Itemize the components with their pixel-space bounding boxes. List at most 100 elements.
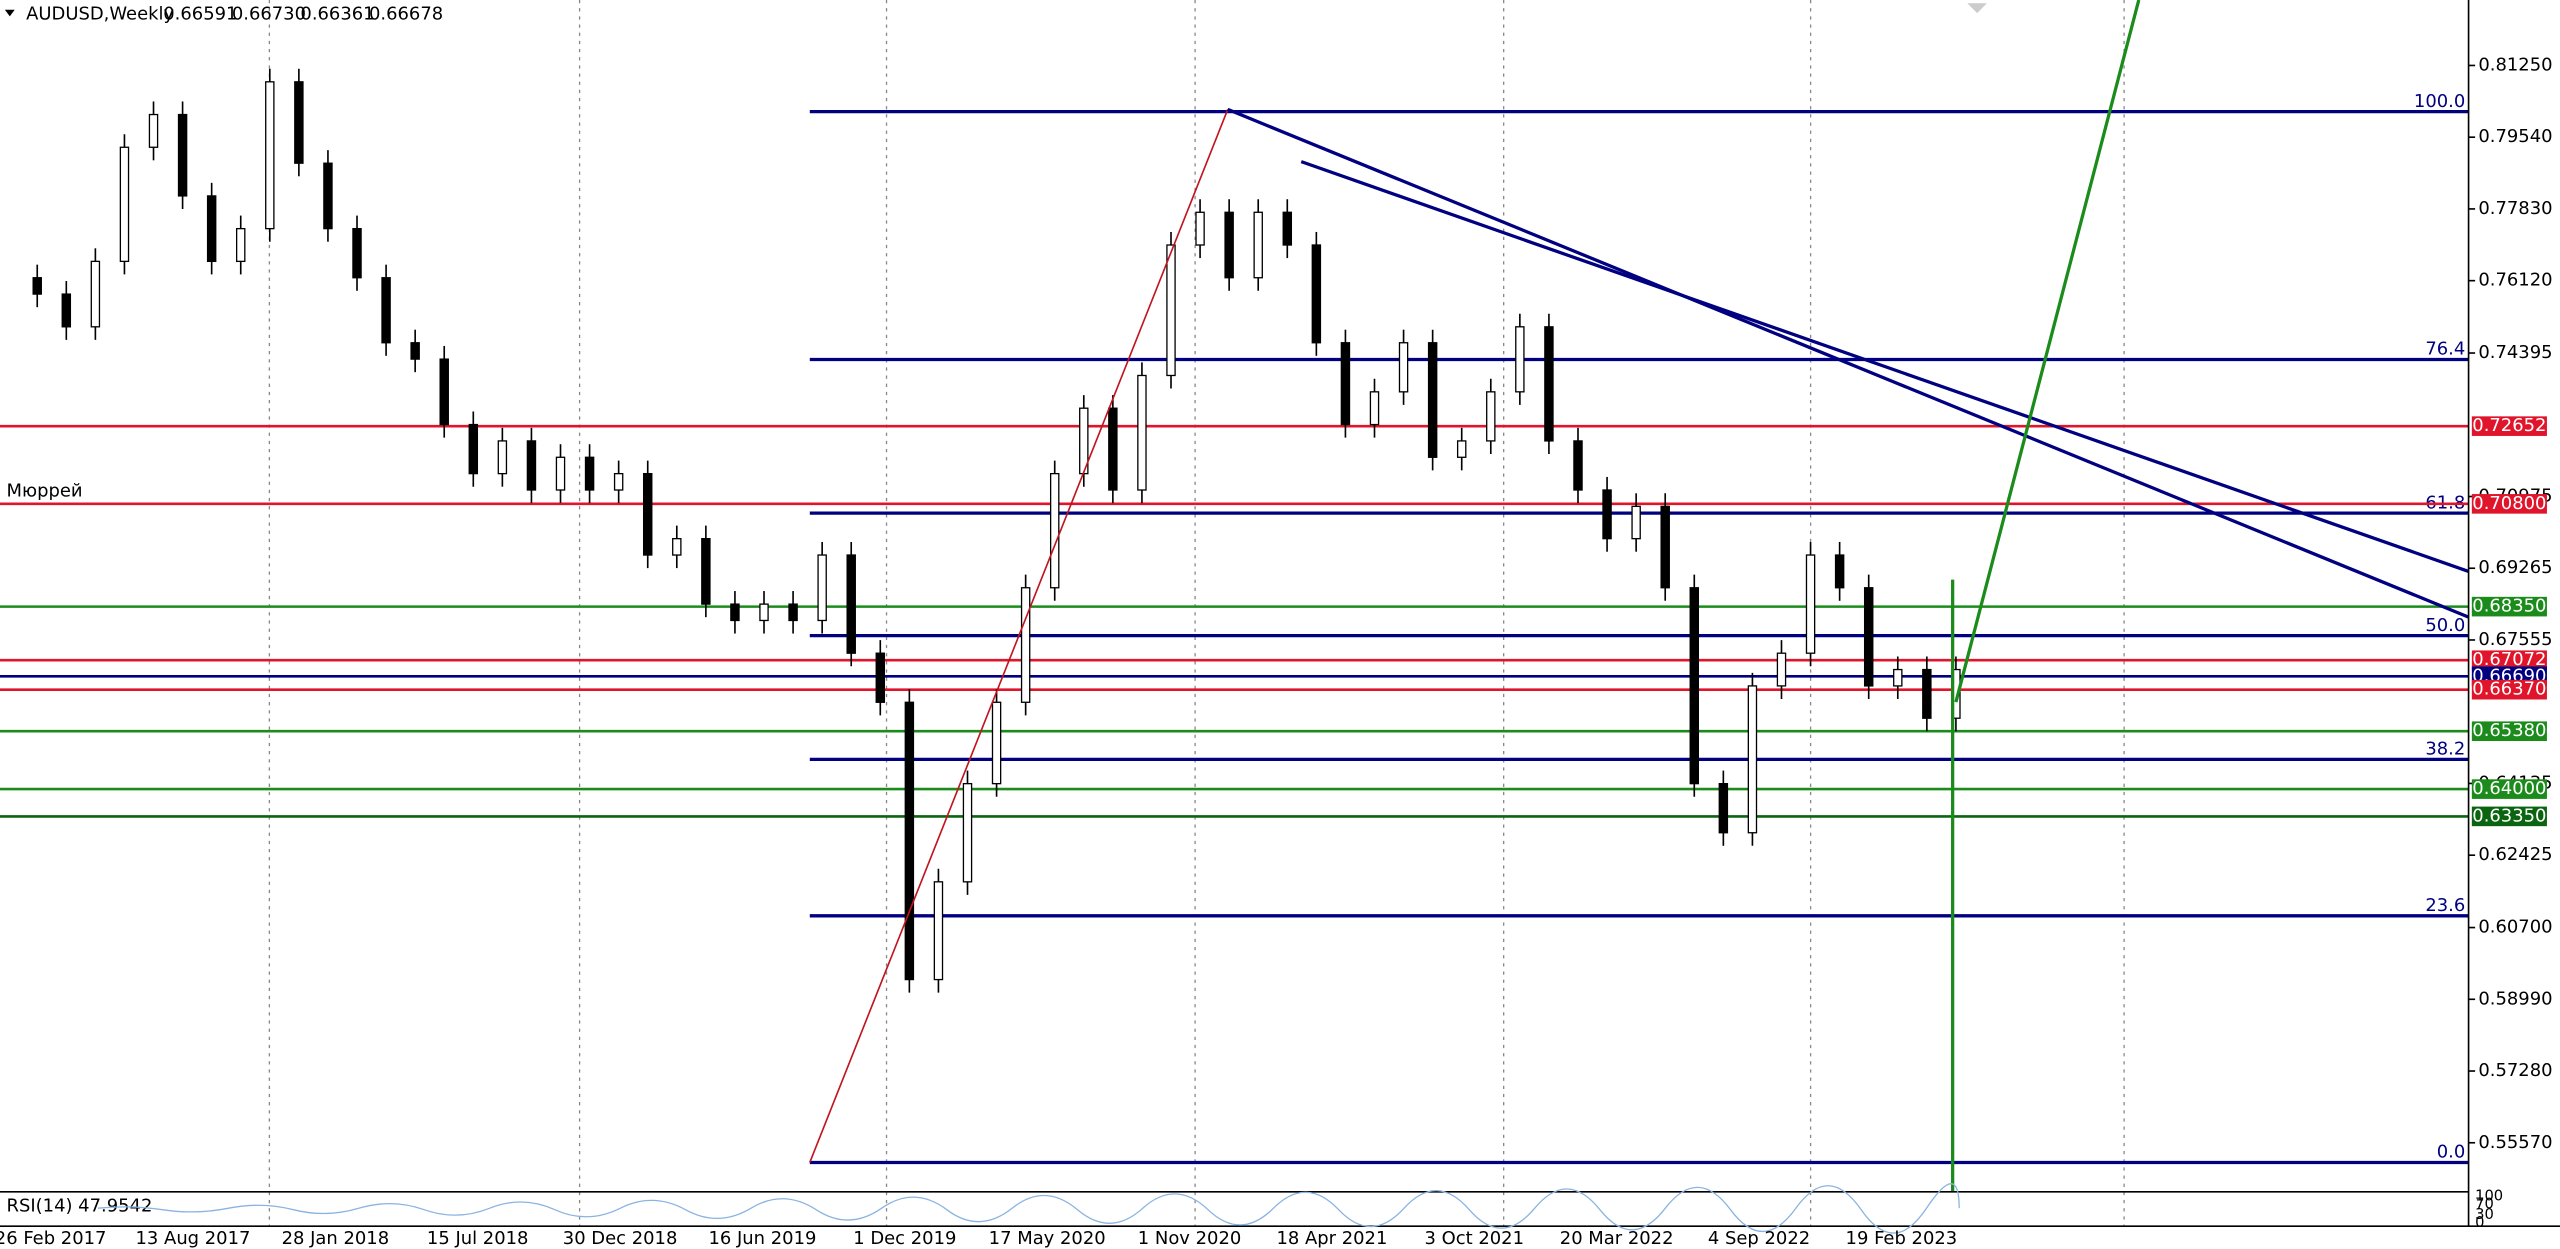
- candle: [1893, 668, 1903, 687]
- level-label: 0.66370: [2472, 679, 2546, 700]
- x-tick-label: 30 Dec 2018: [563, 1228, 678, 1249]
- ohlc-value: 0.66591: [163, 4, 237, 25]
- fib-label: 50.0: [2425, 615, 2465, 636]
- candle: [1573, 440, 1583, 491]
- annotation: Мюррей: [7, 480, 83, 501]
- candle: [1020, 587, 1031, 703]
- candle: [1747, 685, 1758, 834]
- level-label: 0.72652: [2472, 415, 2546, 436]
- candle: [1689, 587, 1700, 785]
- x-tick-label: 13 Aug 2017: [136, 1228, 251, 1249]
- candle: [1544, 326, 1554, 442]
- candle: [1224, 211, 1234, 279]
- candle: [1863, 587, 1874, 687]
- y-tick-label: 0.62425: [2478, 844, 2552, 865]
- x-tick-label: 4 Sep 2022: [1708, 1228, 1810, 1249]
- fib-label: 100.0: [2414, 91, 2465, 112]
- y-tick-label: 0.74395: [2478, 342, 2552, 363]
- y-tick-label: 0.58990: [2478, 988, 2552, 1009]
- trendline: [1300, 160, 2470, 573]
- candle: [1660, 505, 1670, 589]
- trendline: [1954, 0, 2141, 703]
- candle: [875, 652, 886, 703]
- candle: [1486, 391, 1496, 442]
- x-tick-label: 19 Feb 2023: [1846, 1228, 1958, 1249]
- level-tag: [2471, 416, 2547, 436]
- candle: [1253, 211, 1263, 279]
- candle: [613, 472, 624, 491]
- x-tick-label: 1 Nov 2020: [1138, 1228, 1241, 1249]
- level-tag: [2471, 806, 2547, 827]
- fib-label: 76.4: [2425, 339, 2465, 360]
- level-tag: [2471, 596, 2547, 617]
- ohlc-value: 0.66361: [300, 4, 374, 25]
- rsi-tick-label: 70: [2475, 1196, 2494, 1213]
- x-tick-label: 15 Jul 2018: [427, 1228, 529, 1249]
- candle: [1137, 374, 1147, 491]
- x-tick-label: 26 Feb 2017: [0, 1228, 106, 1249]
- candle: [32, 277, 42, 295]
- candle: [1166, 244, 1176, 377]
- x-tick-label: 28 Jan 2018: [282, 1228, 390, 1249]
- symbol-title: AUDUSD,Weekly: [26, 4, 174, 25]
- level-label: 0.67072: [2472, 649, 2546, 670]
- candle: [1108, 407, 1118, 491]
- candle: [526, 440, 537, 491]
- candle: [235, 227, 246, 263]
- candle: [759, 603, 769, 622]
- y-tick-label: 0.79540: [2478, 126, 2552, 147]
- x-tick-label: 18 Apr 2021: [1276, 1228, 1387, 1249]
- candle: [1282, 211, 1293, 246]
- candle: [90, 260, 101, 328]
- fib-label: 0.0: [2437, 1142, 2466, 1163]
- candle: [294, 81, 304, 164]
- candle: [119, 146, 130, 263]
- rsi-tick-label: 0: [2475, 1214, 2484, 1231]
- candle: [904, 701, 915, 981]
- y-tick-label: 0.81250: [2478, 54, 2552, 75]
- candle: [1369, 391, 1380, 426]
- ohlc-value: 0.66730: [232, 4, 306, 25]
- candle: [701, 538, 711, 605]
- candle: [1834, 554, 1845, 589]
- level-tag: [2471, 779, 2547, 799]
- candle: [265, 81, 275, 230]
- candle: [468, 423, 479, 475]
- x-tick-label: 1 Dec 2019: [853, 1228, 956, 1249]
- level-tag: [2471, 650, 2547, 671]
- candle: [497, 440, 508, 475]
- rsi-line: [97, 1183, 1960, 1234]
- candle: [1922, 668, 1932, 719]
- candle: [61, 293, 72, 328]
- level-label: 0.65380: [2472, 720, 2546, 741]
- candle: [933, 881, 944, 981]
- candle: [555, 456, 566, 491]
- candle: [672, 538, 682, 556]
- fib-label: 38.2: [2425, 739, 2465, 760]
- y-tick-label: 0.76120: [2478, 270, 2552, 291]
- candle: [730, 603, 740, 622]
- candle: [642, 472, 653, 556]
- level-tag: [2471, 494, 2547, 514]
- level-tag: [2471, 679, 2547, 700]
- candles: [32, 68, 1961, 993]
- level-label: 0.63350: [2472, 805, 2546, 826]
- trendlines: [809, 0, 2470, 1192]
- trendline: [809, 109, 1229, 1163]
- candle: [381, 277, 391, 344]
- candle: [1631, 505, 1641, 540]
- candle: [177, 113, 188, 197]
- candle: [1311, 244, 1322, 344]
- y-tick-label: 0.67555: [2478, 629, 2552, 650]
- candle: [323, 162, 333, 230]
- x-tick-label: 17 May 2020: [989, 1228, 1106, 1249]
- candle: [817, 554, 827, 622]
- candle: [410, 342, 420, 360]
- rsi-label: RSI(14) 47.9542: [7, 1196, 153, 1217]
- candle: [1805, 554, 1816, 654]
- candle: [962, 783, 973, 883]
- x-tick-label: 20 Mar 2022: [1560, 1228, 1674, 1249]
